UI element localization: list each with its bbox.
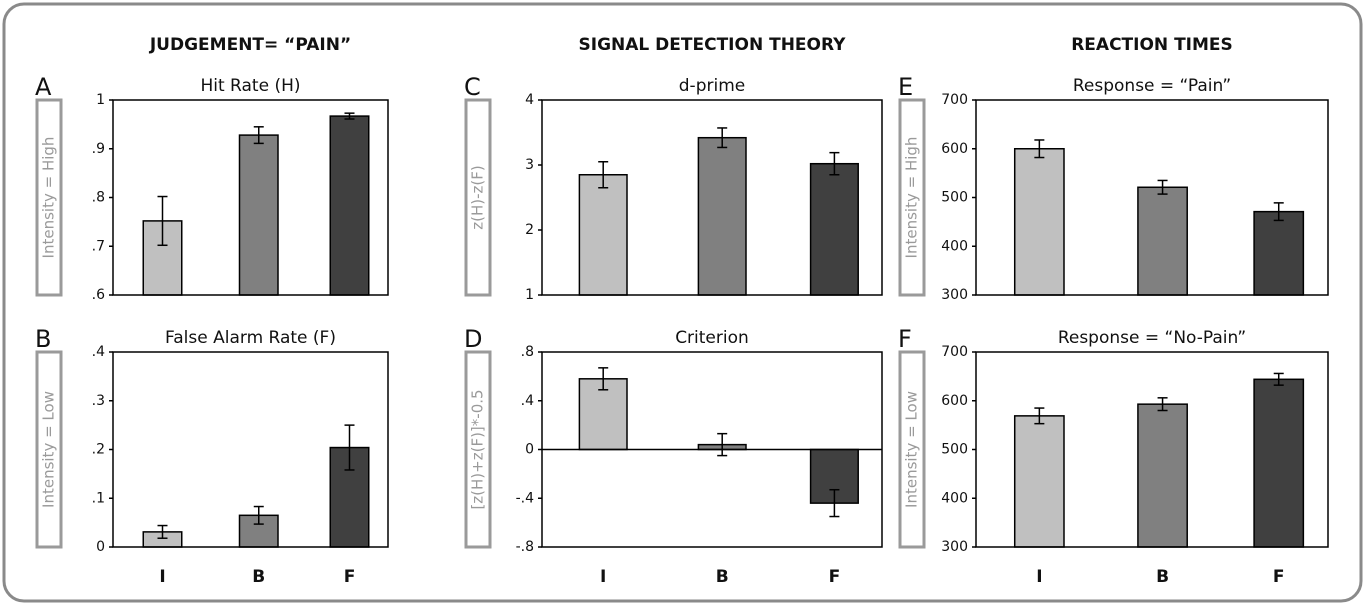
- panel-letter: D: [464, 325, 482, 353]
- panel-letter: B: [35, 325, 51, 353]
- y-axis-label: Intensity = High: [40, 137, 58, 259]
- y-tick-label: .7: [92, 238, 105, 254]
- panel-letter: A: [35, 73, 52, 101]
- ylabel-box: [898, 98, 926, 297]
- column-header: SIGNAL DETECTION THEORY: [579, 35, 847, 55]
- y-tick-label: 4: [525, 92, 534, 108]
- column-header: JUDGEMENT= “PAIN”: [149, 35, 351, 55]
- bar: [809, 162, 859, 296]
- y-tick-label: 600: [941, 393, 968, 409]
- panel-title: Hit Rate (H): [200, 76, 300, 96]
- plot-frame: [975, 99, 1329, 296]
- ylabel-box: [464, 350, 492, 549]
- bar: [1137, 186, 1188, 296]
- column-header: REACTION TIMES: [1071, 35, 1233, 55]
- ylabel-box: [35, 98, 63, 297]
- y-tick-label: 600: [941, 141, 968, 157]
- panel-letter: E: [898, 73, 913, 101]
- y-tick-label: .1: [92, 490, 105, 506]
- bar: [1253, 210, 1305, 296]
- y-tick-label: 700: [941, 344, 968, 360]
- bar: [238, 134, 279, 296]
- panel-title: False Alarm Rate (F): [165, 328, 336, 348]
- x-tick-label: B: [716, 567, 729, 587]
- ylabel-box: [464, 98, 492, 297]
- y-tick-label: 0: [525, 442, 534, 458]
- y-tick-label: -.8: [516, 539, 534, 555]
- bar: [1013, 415, 1065, 548]
- y-tick-label: 300: [941, 287, 968, 303]
- y-tick-label: .8: [521, 344, 534, 360]
- x-tick-label: B: [252, 567, 265, 587]
- plot-frame: [975, 351, 1329, 548]
- bar: [1137, 403, 1188, 548]
- y-axis-label: z(H)-z(F): [469, 165, 487, 229]
- bar: [578, 174, 628, 296]
- y-tick-label: 2: [525, 222, 534, 238]
- x-tick-label: I: [1036, 567, 1042, 587]
- y-tick-label: .2: [92, 442, 105, 458]
- y-axis-label: Intensity = Low: [903, 391, 921, 508]
- y-tick-label: .4: [521, 393, 534, 409]
- y-tick-label: .9: [92, 141, 105, 157]
- x-tick-label: B: [1156, 567, 1169, 587]
- y-tick-label: .3: [92, 393, 105, 409]
- ylabel-box: [898, 350, 926, 549]
- plot-frame: [112, 99, 389, 296]
- panel-title: Response = “No-Pain”: [1058, 328, 1246, 348]
- plot-frame: [541, 99, 883, 296]
- panel-title: Response = “Pain”: [1073, 76, 1231, 96]
- y-tick-label: 300: [941, 539, 968, 555]
- y-tick-label: .6: [92, 287, 105, 303]
- y-tick-label: 500: [941, 442, 968, 458]
- y-axis-label: Intensity = High: [903, 137, 921, 259]
- y-tick-label: 1: [96, 92, 105, 108]
- y-tick-label: 1: [525, 287, 534, 303]
- y-tick-label: .4: [92, 344, 105, 360]
- bar: [1253, 378, 1305, 548]
- y-tick-label: 700: [941, 92, 968, 108]
- x-tick-label: F: [829, 567, 841, 587]
- panel-letter: C: [464, 73, 481, 101]
- y-tick-label: 3: [525, 157, 534, 173]
- y-tick-label: -.4: [516, 490, 535, 506]
- plot-frame: [112, 351, 389, 548]
- y-axis-label: [z(H)+z(F)]*-0.5: [469, 389, 487, 509]
- y-tick-label: .8: [92, 190, 105, 206]
- bar: [329, 115, 370, 296]
- bar: [1013, 148, 1065, 296]
- y-tick-label: 500: [941, 190, 968, 206]
- ylabel-box: [35, 350, 63, 549]
- panel-title: Criterion: [675, 328, 749, 348]
- y-tick-label: 400: [941, 238, 968, 254]
- y-axis-label: Intensity = Low: [40, 391, 58, 508]
- x-tick-label: I: [159, 567, 165, 587]
- y-tick-label: 0: [96, 539, 105, 555]
- y-tick-label: 400: [941, 490, 968, 506]
- panel-letter: F: [898, 325, 912, 353]
- panel-title: d-prime: [679, 76, 745, 96]
- x-tick-label: I: [600, 567, 606, 587]
- x-tick-label: F: [1273, 567, 1285, 587]
- bar: [697, 136, 747, 296]
- x-tick-label: F: [344, 567, 356, 587]
